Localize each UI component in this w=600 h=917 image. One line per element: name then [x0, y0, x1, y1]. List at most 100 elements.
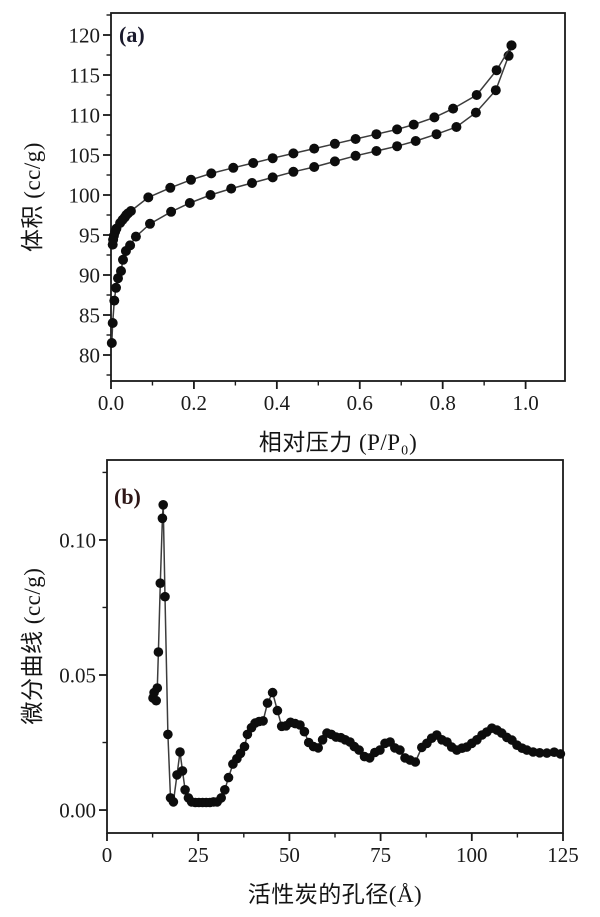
- series-line-pore_size_distribution: [152, 504, 561, 804]
- data-point-desorption_branch_upper: [186, 174, 196, 185]
- data-point-desorption_branch_upper: [228, 162, 239, 173]
- data-point-adsorption_branch_lower: [184, 198, 195, 208]
- data-point-adsorption_branch_lower: [205, 190, 216, 200]
- data-point-adsorption_branch_lower: [431, 129, 442, 140]
- data-point-pore_size_distribution: [299, 726, 310, 737]
- panel-b-label: (b): [114, 484, 141, 509]
- panel-b-x-axis-title: 活性炭的孔径(Å): [247, 882, 423, 907]
- y-tick-label: 80: [79, 343, 100, 367]
- data-point-desorption_branch_upper: [392, 124, 403, 135]
- x-tick-label: 0.4: [264, 391, 291, 415]
- data-point-adsorption_branch_lower: [107, 318, 118, 328]
- panel-b-plot: 0 25 50 75 100 125 0.00 0.05 0.10: [59, 459, 579, 867]
- data-point-desorption_branch_upper: [309, 143, 320, 154]
- y-tick-label: 95: [79, 223, 100, 247]
- data-point-pore_size_distribution: [152, 683, 163, 693]
- data-point-desorption_branch_upper: [506, 40, 517, 51]
- data-point-pore_size_distribution: [395, 745, 405, 755]
- data-point-pore_size_distribution: [157, 513, 168, 524]
- x-tick-label: 0.6: [347, 391, 373, 415]
- data-point-desorption_branch_upper: [125, 206, 136, 216]
- data-point-pore_size_distribution: [151, 695, 161, 706]
- data-point-desorption_branch_upper: [429, 112, 440, 123]
- data-point-pore_size_distribution: [262, 698, 273, 708]
- data-point-desorption_branch_upper: [448, 103, 459, 114]
- data-point-adsorption_branch_lower: [106, 338, 117, 348]
- data-point-adsorption_branch_lower: [329, 156, 340, 167]
- data-point-pore_size_distribution: [168, 797, 179, 807]
- data-point-pore_size_distribution: [175, 747, 185, 757]
- panel-a-y-axis-title: 体积 (cc/g): [20, 142, 45, 252]
- data-point-adsorption_branch_lower: [109, 295, 120, 306]
- x-tick-label: 50: [279, 843, 300, 867]
- data-point-desorption_branch_upper: [206, 168, 217, 179]
- data-point-pore_size_distribution: [155, 578, 166, 588]
- x-tick-label: 1.0: [512, 391, 538, 415]
- data-point-desorption_branch_upper: [248, 158, 259, 168]
- y-tick-label: 85: [79, 303, 100, 327]
- data-point-adsorption_branch_lower: [118, 254, 128, 265]
- data-point-desorption_branch_upper: [471, 90, 482, 100]
- data-point-adsorption_branch_lower: [226, 183, 237, 194]
- data-point-pore_size_distribution: [542, 748, 552, 758]
- y-tick-label: 0.10: [59, 528, 96, 552]
- data-point-pore_size_distribution: [239, 741, 250, 752]
- x-tick-label: 125: [547, 843, 579, 867]
- y-tick-label: 100: [69, 183, 101, 207]
- y-tick-label: 0.00: [59, 798, 96, 822]
- data-point-adsorption_branch_lower: [111, 282, 121, 293]
- data-point-adsorption_branch_lower: [247, 178, 257, 188]
- data-point-pore_size_distribution: [223, 772, 234, 783]
- panel-a-plot: 0.0 0.2 0.4 0.6 0.8 1.0 80 85 90 95 100 105 110 115 12…: [69, 12, 566, 415]
- x-tick-label: 0.0: [98, 391, 124, 415]
- x-tick-label: 0.2: [181, 391, 207, 415]
- data-point-desorption_branch_upper: [165, 182, 176, 193]
- data-point-adsorption_branch_lower: [267, 172, 278, 183]
- data-point-adsorption_branch_lower: [451, 122, 462, 132]
- y-tick-label: 90: [79, 263, 100, 287]
- series-line-adsorption_branch_lower: [111, 45, 513, 344]
- data-point-pore_size_distribution: [354, 745, 364, 755]
- data-point-desorption_branch_upper: [143, 192, 154, 203]
- data-point-pore_size_distribution: [410, 757, 421, 767]
- data-point-adsorption_branch_lower: [392, 141, 403, 152]
- panel-a-x-axis-title: 相对压力 (P/P₀): [258, 430, 418, 455]
- data-point-pore_size_distribution: [534, 748, 545, 758]
- y-tick-label: 105: [69, 143, 101, 167]
- data-point-desorption_branch_upper: [329, 138, 340, 149]
- data-point-pore_size_distribution: [267, 687, 278, 698]
- y-tick-label: 115: [69, 63, 100, 87]
- data-point-pore_size_distribution: [160, 591, 170, 602]
- data-point-pore_size_distribution: [153, 647, 164, 657]
- data-point-pore_size_distribution: [555, 749, 566, 759]
- data-point-desorption_branch_upper: [491, 65, 502, 76]
- data-point-adsorption_branch_lower: [470, 107, 481, 118]
- data-point-pore_size_distribution: [163, 729, 173, 740]
- x-tick-label: 100: [456, 843, 488, 867]
- data-point-pore_size_distribution: [220, 785, 230, 795]
- x-tick-label: 0.8: [430, 391, 456, 415]
- y-tick-label: 120: [69, 23, 101, 47]
- data-point-desorption_branch_upper: [408, 119, 419, 130]
- data-point-adsorption_branch_lower: [410, 136, 421, 146]
- plot-border: [110, 12, 566, 382]
- data-point-pore_size_distribution: [158, 500, 168, 510]
- data-point-pore_size_distribution: [177, 766, 188, 776]
- data-point-pore_size_distribution: [216, 793, 226, 803]
- panel-a-label: (a): [119, 22, 145, 47]
- data-point-adsorption_branch_lower: [350, 150, 361, 161]
- x-tick-label: 25: [188, 843, 209, 867]
- x-tick-label: 75: [370, 843, 391, 867]
- data-point-pore_size_distribution: [313, 743, 324, 753]
- data-point-pore_size_distribution: [180, 785, 190, 795]
- data-point-adsorption_branch_lower: [125, 240, 136, 251]
- data-point-pore_size_distribution: [375, 745, 385, 755]
- data-point-pore_size_distribution: [258, 716, 268, 726]
- data-point-adsorption_branch_lower: [288, 166, 299, 177]
- data-point-desorption_branch_upper: [371, 129, 382, 140]
- data-point-adsorption_branch_lower: [116, 266, 126, 276]
- data-point-desorption_branch_upper: [267, 153, 278, 164]
- data-point-adsorption_branch_lower: [166, 206, 177, 217]
